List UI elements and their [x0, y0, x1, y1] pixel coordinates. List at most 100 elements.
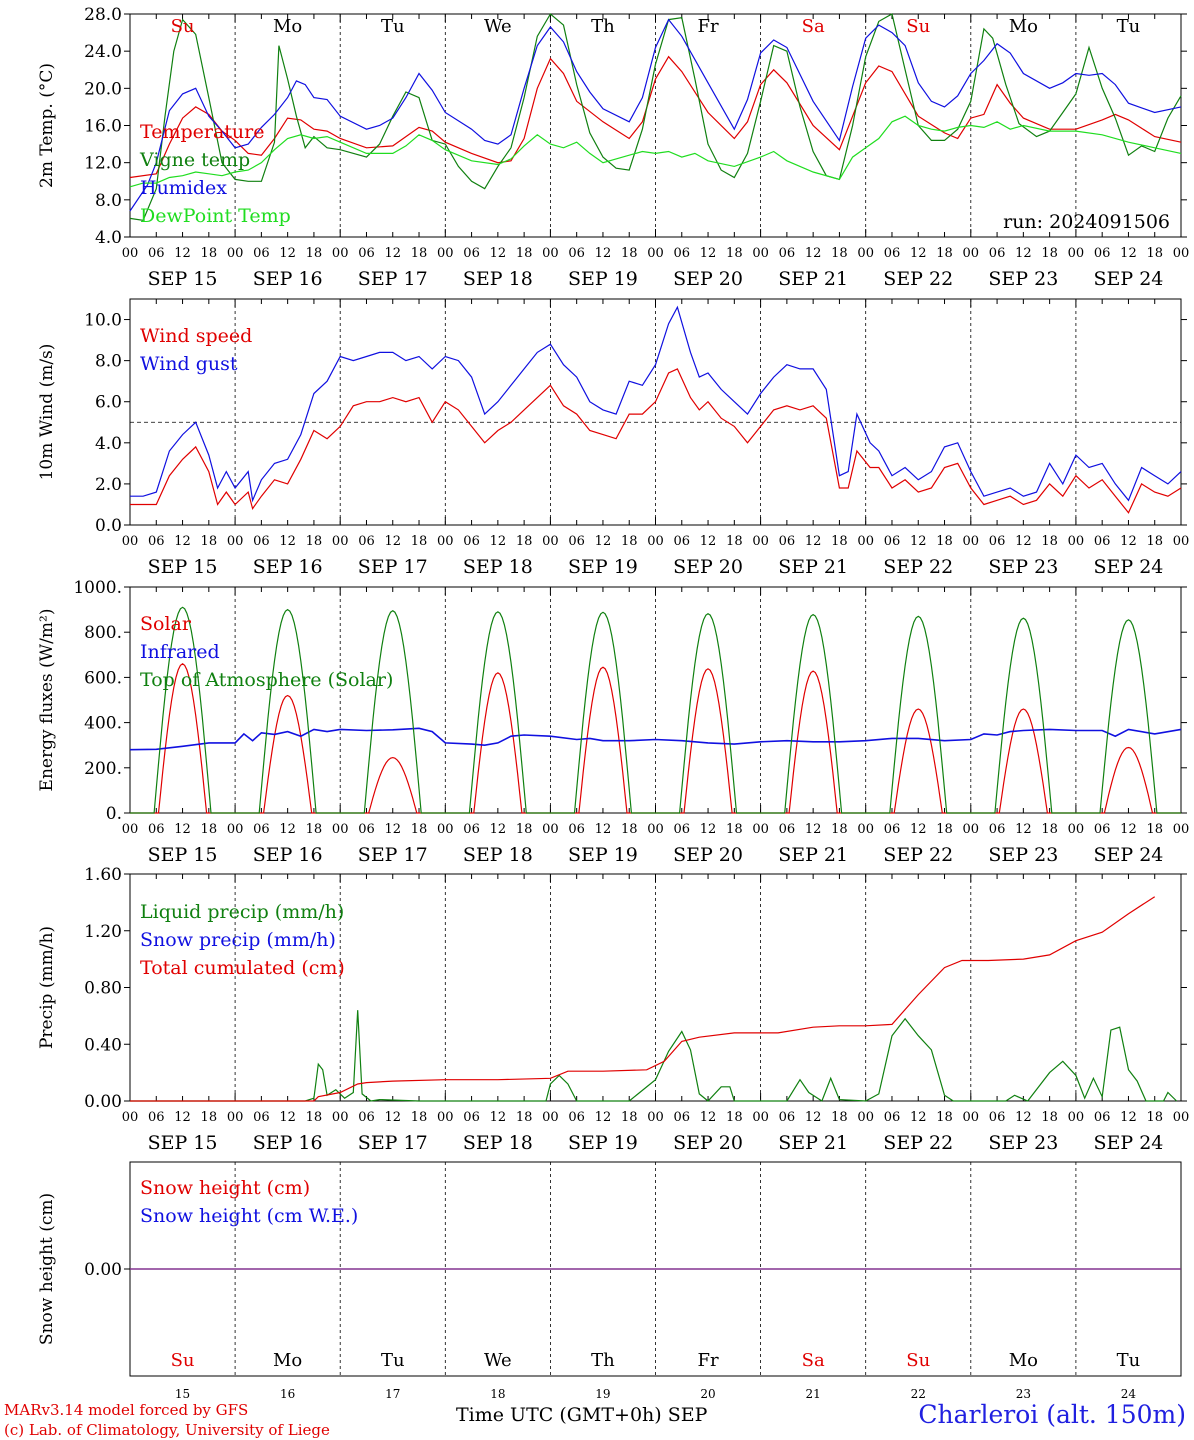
hour-tick-label: 12: [279, 822, 296, 837]
hour-tick-label: 06: [674, 246, 691, 261]
series-green-line: [129, 13, 1182, 221]
hour-tick-label: 18: [936, 822, 953, 837]
y-tick-label: 600.: [84, 668, 122, 688]
y-tick-label: 10.0: [84, 311, 122, 331]
date-label: SEP 18: [463, 556, 533, 578]
day-of-week-label: We: [484, 1350, 512, 1371]
hour-tick-label: 00: [1173, 534, 1190, 549]
date-label: SEP 15: [148, 1132, 218, 1154]
x-axis-month: SEP: [667, 1404, 708, 1426]
hour-tick-label: 00: [437, 534, 454, 549]
date-label: SEP 15: [148, 844, 218, 866]
hour-tick-label: 18: [726, 1110, 743, 1125]
date-label: SEP 17: [358, 556, 428, 578]
hour-tick-label: 18: [306, 1110, 323, 1125]
hour-tick-label: 18: [201, 534, 218, 549]
day-number-label: 20: [700, 1387, 715, 1400]
meteogram: 4.0 8.0 12.0 16.0 20.0 24.0 28.0 2m Temp. (°C) 0…: [37, 5, 1190, 1400]
hour-tick-label: 06: [1094, 534, 1111, 549]
hour-tick-label: 06: [989, 246, 1006, 261]
hour-tick-label: 12: [595, 1110, 612, 1125]
hour-tick-label: 06: [884, 534, 901, 549]
legend-label: Wind speed: [140, 325, 252, 347]
hour-tick-label: 06: [358, 822, 375, 837]
date-label: SEP 24: [1094, 844, 1164, 866]
hour-tick-label: 18: [411, 246, 428, 261]
date-label: SEP 19: [568, 268, 638, 290]
y-tick-label: 2.0: [95, 475, 122, 495]
hour-tick-label: 00: [963, 246, 980, 261]
date-label: SEP 22: [883, 268, 953, 290]
legend-label: Snow height (cm W.E.): [140, 1205, 358, 1227]
hour-tick-label: 12: [1015, 822, 1032, 837]
y-tick-label: 800.: [84, 623, 122, 643]
hour-tick-label: 06: [148, 822, 165, 837]
day-of-week-label: Tu: [1117, 1350, 1141, 1371]
y-axis-label: Energy fluxes (W/m²): [37, 609, 57, 792]
hour-tick-label: 12: [1015, 1110, 1032, 1125]
hour-tick-label: 18: [201, 822, 218, 837]
day-number-label: 22: [911, 1387, 926, 1400]
day-number-label: 24: [1121, 1387, 1137, 1400]
hour-tick-label: 18: [1041, 822, 1058, 837]
hour-tick-label: 18: [936, 534, 953, 549]
y-tick-label: 24.0: [84, 42, 122, 62]
hour-tick-label: 06: [989, 1110, 1006, 1125]
day-of-week-label: Su: [906, 1350, 930, 1371]
hour-tick-label: 06: [148, 1110, 165, 1125]
hour-tick-label: 06: [884, 246, 901, 261]
hour-tick-label: 00: [332, 1110, 349, 1125]
hour-tick-label: 18: [621, 822, 638, 837]
y-tick-label: 200.: [84, 759, 122, 779]
hour-tick-label: 12: [700, 246, 717, 261]
hour-tick-label: 00: [752, 534, 769, 549]
y-axis-label: Precip (mm/h): [37, 926, 57, 1049]
date-label: SEP 19: [568, 1132, 638, 1154]
x-axis-label: Time UTC (GMT+0h): [456, 1404, 662, 1426]
hour-tick-label: 06: [253, 246, 270, 261]
hour-tick-label: 12: [384, 246, 401, 261]
date-label: SEP 16: [253, 268, 323, 290]
y-tick-label: 0.00: [84, 1092, 122, 1112]
day-of-week-label: Tu: [381, 16, 405, 37]
hour-tick-label: 12: [490, 246, 507, 261]
hour-tick-label: 00: [963, 534, 980, 549]
hour-tick-label: 00: [963, 822, 980, 837]
day-of-week-label: Mo: [1009, 1350, 1038, 1371]
hour-tick-label: 00: [857, 246, 874, 261]
hour-tick-label: 06: [779, 1110, 796, 1125]
day-of-week-label: Sa: [802, 1350, 825, 1371]
hour-tick-label: 00: [857, 1110, 874, 1125]
legend-label: Wind gust: [140, 353, 238, 375]
hour-tick-label: 06: [1094, 1110, 1111, 1125]
hour-tick-label: 18: [1041, 1110, 1058, 1125]
hour-tick-label: 12: [805, 1110, 822, 1125]
y-tick-label: 8.0: [95, 352, 122, 372]
hour-tick-label: 12: [595, 246, 612, 261]
hour-tick-label: 06: [568, 822, 585, 837]
date-label: SEP 24: [1094, 556, 1164, 578]
hour-tick-label: 06: [884, 1110, 901, 1125]
legend-label: Total cumulated (cm): [140, 957, 345, 979]
hour-tick-label: 00: [1068, 246, 1085, 261]
hour-tick-label: 06: [358, 1110, 375, 1125]
hour-tick-label: 12: [384, 822, 401, 837]
hour-tick-label: 12: [1120, 1110, 1137, 1125]
hour-tick-label: 06: [674, 822, 691, 837]
date-label: SEP 20: [673, 844, 743, 866]
hour-tick-label: 06: [779, 822, 796, 837]
hour-tick-label: 12: [384, 1110, 401, 1125]
day-of-week-label: Mo: [1009, 16, 1038, 37]
hour-tick-label: 00: [227, 246, 244, 261]
day-number-label: 16: [280, 1387, 295, 1400]
hour-tick-label: 00: [542, 822, 559, 837]
hour-tick-label: 00: [122, 1110, 139, 1125]
y-tick-label: 0.80: [84, 979, 122, 999]
hour-tick-label: 18: [726, 534, 743, 549]
hour-tick-label: 12: [805, 534, 822, 549]
run-label: run: 2024091506: [1003, 211, 1170, 233]
hour-tick-label: 18: [831, 822, 848, 837]
date-label: SEP 22: [883, 844, 953, 866]
hour-tick-label: 06: [568, 246, 585, 261]
date-label: SEP 18: [463, 268, 533, 290]
